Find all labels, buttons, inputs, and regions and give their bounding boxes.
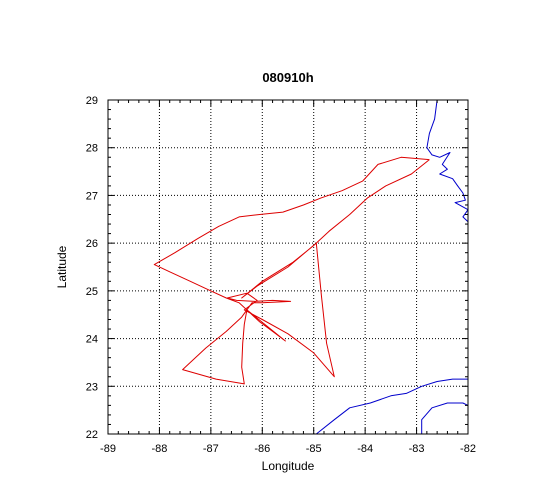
flight-tracks: [153, 156, 430, 385]
y-tick-label: 28: [86, 143, 98, 155]
axis-ticks: -89 -88 -87 -86 -85 -84 -83 -82 22 23 24 25 26 27 28 29: [86, 95, 476, 455]
x-tick-label: -87: [203, 443, 219, 455]
x-axis-title: Longitude: [262, 459, 315, 473]
y-tick-label: 29: [86, 95, 98, 107]
coastline-isle-of-youth-line: [421, 402, 469, 434]
coastlines: [315, 99, 469, 435]
plot-frame: [107, 99, 469, 435]
x-tick-label: -86: [254, 443, 270, 455]
x-tick-label: -89: [100, 443, 116, 455]
chart-title: 080910h: [262, 70, 313, 85]
grid: [108, 100, 468, 434]
y-tick-label: 22: [86, 429, 98, 441]
x-tick-label: -82: [460, 443, 476, 455]
y-tick-label: 26: [86, 238, 98, 250]
coastline-florida-line: [426, 99, 469, 223]
y-tick-label: 23: [86, 381, 98, 393]
x-tick-label: -83: [409, 443, 425, 455]
y-axis-title: Latitude: [55, 245, 69, 288]
x-tick-label: -88: [151, 443, 167, 455]
coastline-cuba-line: [315, 378, 468, 435]
flight-track-line: [153, 156, 430, 385]
y-tick-label: 25: [86, 286, 98, 298]
x-tick-label: -84: [357, 443, 373, 455]
y-tick-label: 24: [86, 334, 98, 346]
x-tick-label: -85: [306, 443, 322, 455]
y-tick-label: 27: [86, 190, 98, 202]
